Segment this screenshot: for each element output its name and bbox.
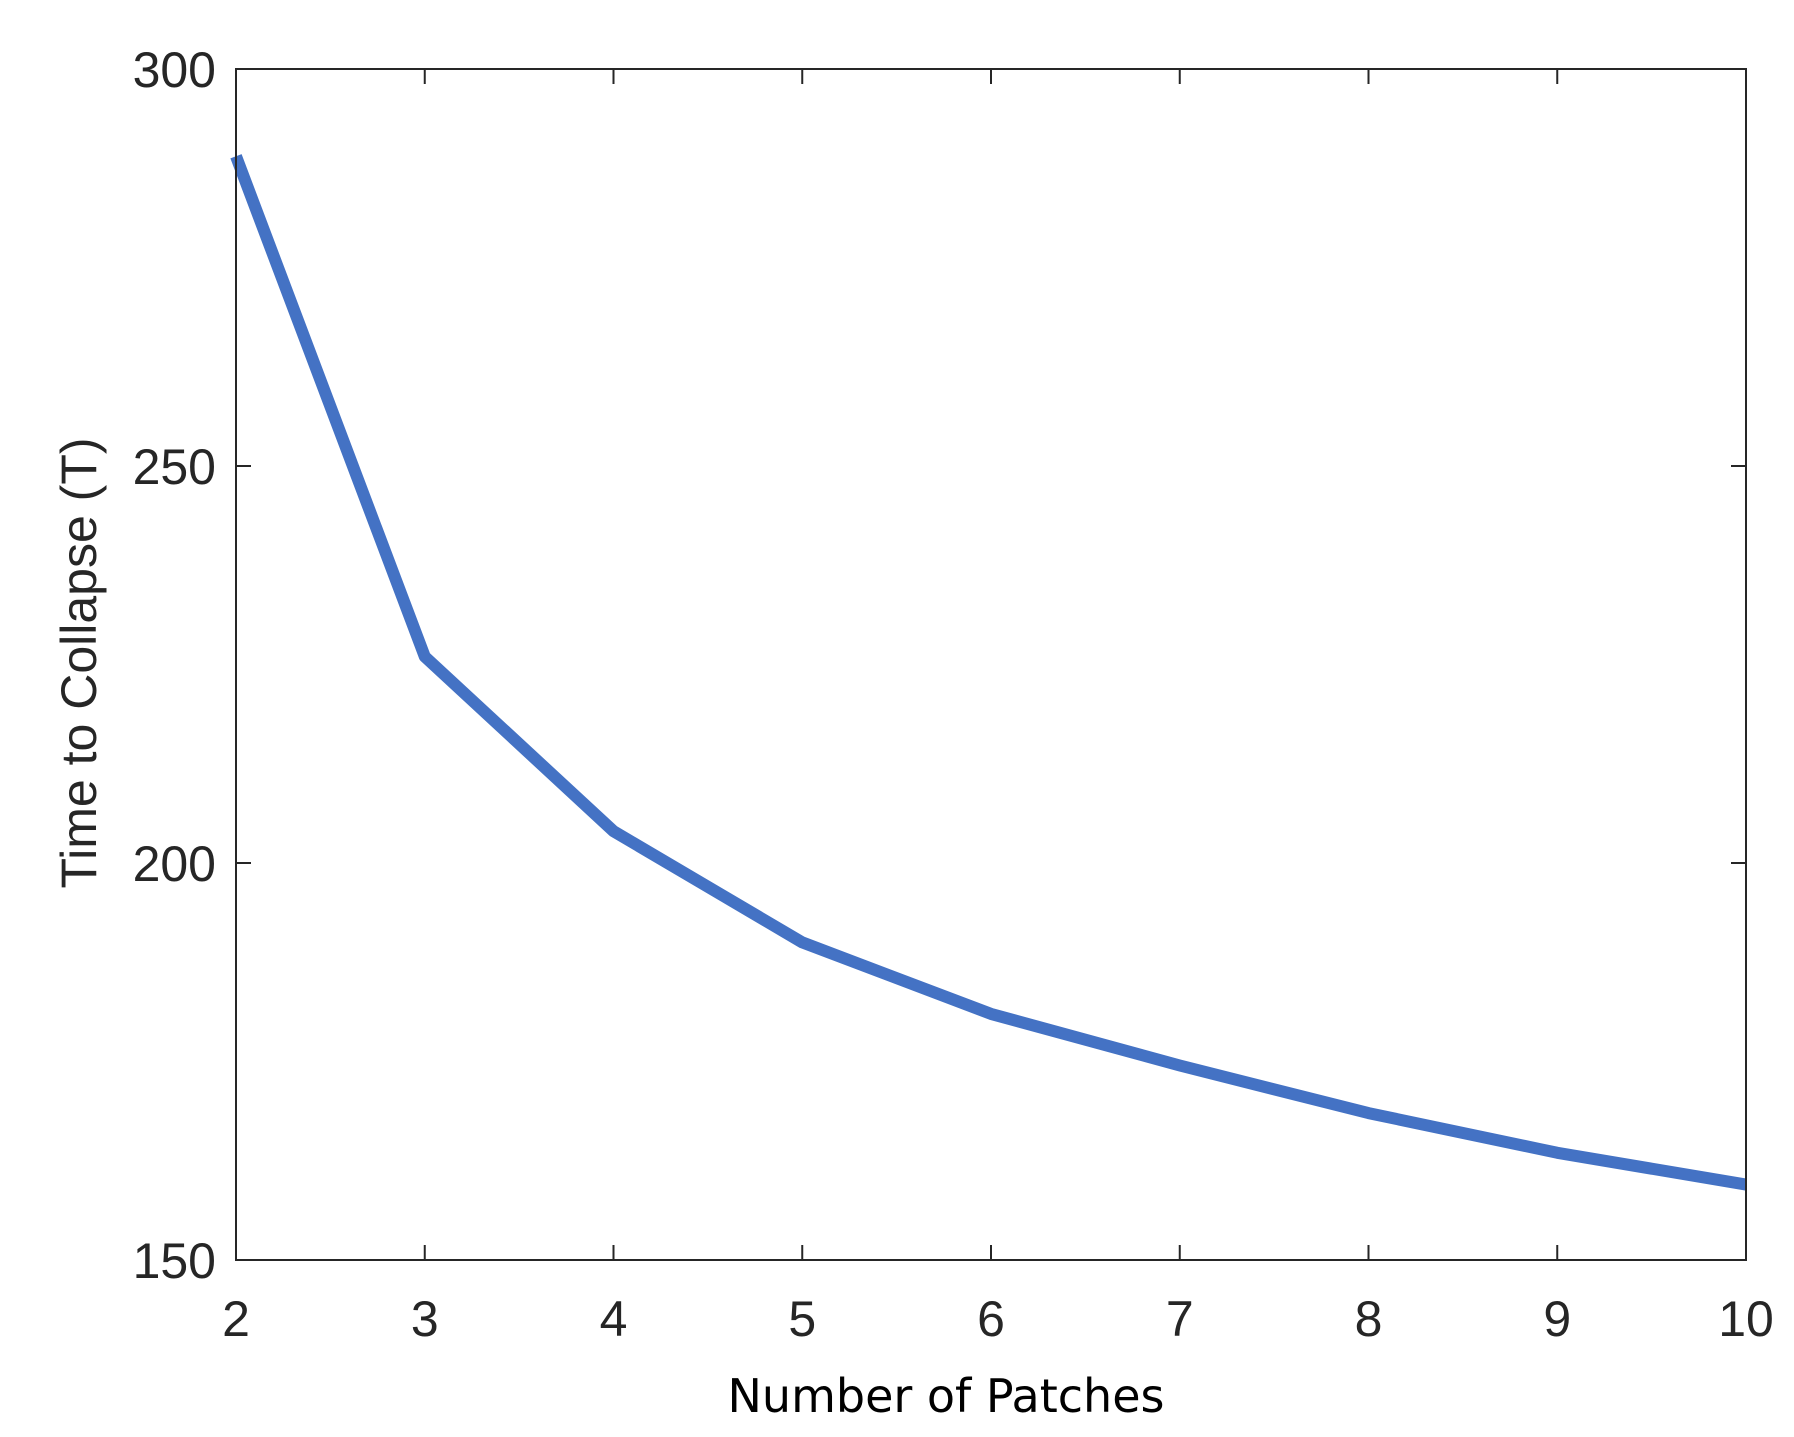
x-tick-label: 8 [1355,1291,1383,1347]
y-tick-label: 300 [133,42,216,98]
series-layer [230,154,1747,1191]
data-point [802,942,803,943]
x-tick-label: 3 [411,1291,439,1347]
x-axis-ticks: 2 3 4 5 6 7 8 9 10 [222,69,1774,1347]
data-point [991,1013,992,1014]
data-point [1179,1065,1180,1066]
x-tick-label: 5 [788,1291,816,1347]
data-point [424,656,425,657]
data-point [1368,1113,1369,1114]
data-point [1557,1152,1558,1153]
series-line [230,154,1747,1191]
x-tick-label: 2 [222,1291,250,1347]
x-axis-title: Number of Patches [728,1369,1165,1423]
x-tick-label: 10 [1718,1291,1774,1347]
y-tick-label: 250 [133,439,216,495]
y-axis-title: Time to Collapse (T) [51,437,107,888]
x-tick-label: 4 [600,1291,628,1347]
x-tick-label: 7 [1166,1291,1194,1347]
y-axis-ticks: 150 200 250 300 [133,42,1746,1289]
data-point [613,831,614,832]
y-tick-label: 150 [133,1233,216,1289]
y-tick-label: 200 [133,836,216,892]
plot-background [236,69,1746,1260]
x-tick-label: 9 [1543,1291,1571,1347]
x-tick-label: 6 [977,1291,1005,1347]
